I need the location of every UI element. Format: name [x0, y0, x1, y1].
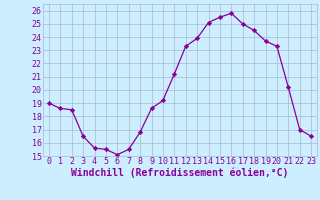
- X-axis label: Windchill (Refroidissement éolien,°C): Windchill (Refroidissement éolien,°C): [71, 168, 289, 178]
